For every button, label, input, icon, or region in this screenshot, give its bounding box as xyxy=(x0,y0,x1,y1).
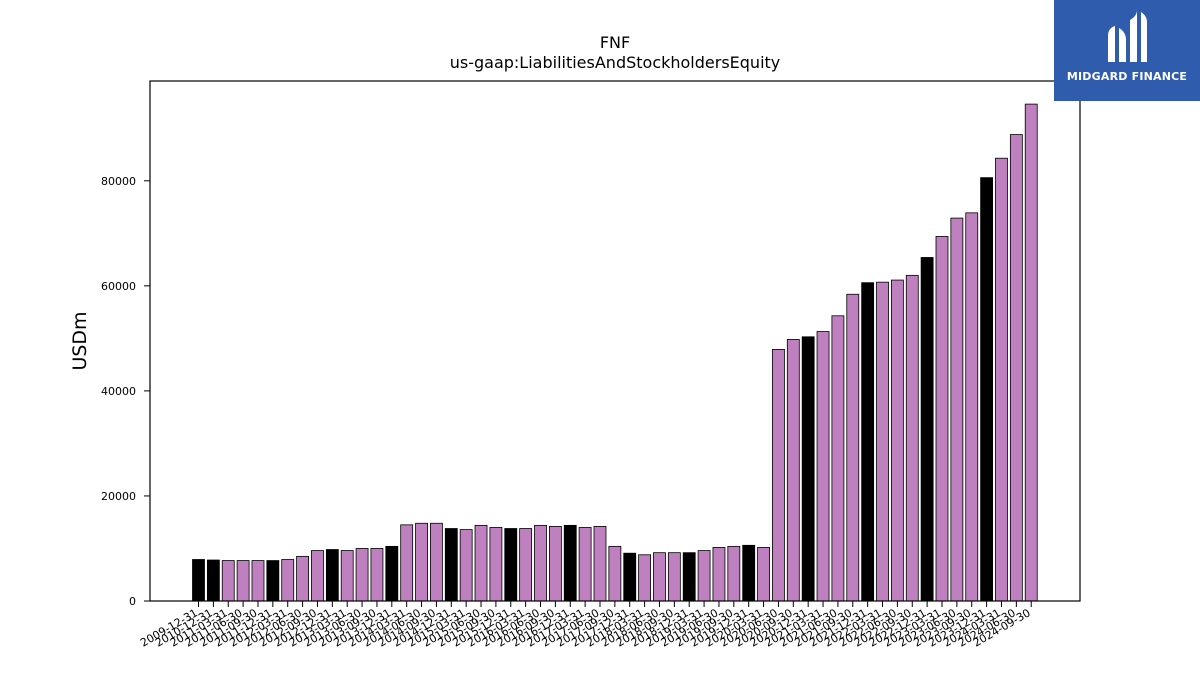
plot-area xyxy=(192,103,1038,602)
bar-2015-06-30 xyxy=(474,524,488,602)
bar-2015-12-31 xyxy=(504,528,518,602)
bar-2017-09-30 xyxy=(608,545,622,602)
bar-2012-03-31 xyxy=(281,559,295,602)
logo-text: MIDGARD FINANCE xyxy=(1066,70,1188,83)
bar-2024-09-30 xyxy=(1024,103,1038,602)
bar-2018-06-30 xyxy=(653,552,666,602)
bar-2021-12-31 xyxy=(861,282,875,602)
bar-2014-06-30 xyxy=(415,522,428,602)
bar-2020-09-30 xyxy=(786,339,800,602)
bar-2023-12-31 xyxy=(980,177,994,602)
bar-2011-03-31 xyxy=(221,560,235,602)
y-tick-label: 40000 xyxy=(101,385,136,398)
bar-2019-12-31 xyxy=(742,544,756,602)
y-tick-label: 60000 xyxy=(101,280,136,293)
bar-2019-06-30 xyxy=(712,547,726,602)
bar-2017-03-31 xyxy=(578,527,592,602)
bar-2024-06-30 xyxy=(1009,134,1023,602)
bar-2021-09-30 xyxy=(846,293,860,602)
y-tick-label: 0 xyxy=(129,595,136,608)
chart-subtitle: us-gaap:LiabilitiesAndStockholdersEquity xyxy=(450,53,781,72)
bar-2021-03-31 xyxy=(816,331,830,602)
bar-2017-06-30 xyxy=(593,526,607,602)
bar-2012-09-30 xyxy=(311,550,324,602)
y-axis-label: USDm xyxy=(69,311,91,370)
bar-2009-12-31 xyxy=(192,559,205,602)
bar-2022-06-30 xyxy=(890,279,904,602)
bar-2011-06-30 xyxy=(236,560,250,602)
bar-2017-12-31 xyxy=(623,552,637,602)
bar-2024-03-31 xyxy=(995,157,1008,602)
bar-2015-09-30 xyxy=(489,527,503,602)
bar-2020-12-31 xyxy=(801,336,815,602)
bar-2018-03-31 xyxy=(638,554,651,602)
bar-2015-03-31 xyxy=(459,529,473,602)
bar-2022-09-30 xyxy=(905,274,919,602)
y-tick-label: 80000 xyxy=(101,175,136,188)
bar-2020-03-31 xyxy=(757,547,770,602)
bar-2012-12-31 xyxy=(325,549,339,602)
y-tick-label: 20000 xyxy=(101,490,136,503)
bar-2023-06-30 xyxy=(950,217,964,602)
bar-2018-12-31 xyxy=(682,552,696,602)
bar-2013-12-31 xyxy=(385,545,399,602)
bar-2012-06-30 xyxy=(296,555,309,602)
bar-2014-12-31 xyxy=(444,528,458,602)
bar-2022-03-31 xyxy=(876,281,889,602)
bar-2019-09-30 xyxy=(727,545,741,602)
bar-2011-12-31 xyxy=(266,560,280,602)
bar-2013-06-30 xyxy=(355,548,369,602)
bar-2016-12-31 xyxy=(563,524,577,602)
bar-2021-06-30 xyxy=(831,315,845,602)
bar-2023-09-30 xyxy=(965,212,979,602)
bar-2014-03-31 xyxy=(400,524,414,602)
bar-2011-09-30 xyxy=(251,560,265,602)
bar-2016-03-31 xyxy=(519,528,533,602)
bar-2022-12-31 xyxy=(920,257,934,602)
bar-2020-06-30 xyxy=(772,348,785,602)
bar-2013-03-31 xyxy=(340,550,354,602)
bar-2014-09-30 xyxy=(430,522,443,602)
bar-2010-12-31 xyxy=(206,559,220,602)
bar-2016-09-30 xyxy=(548,526,562,602)
brand-logo: MIDGARD FINANCE xyxy=(1054,0,1200,101)
bar-2016-06-30 xyxy=(534,524,547,602)
logo-mark-icon xyxy=(1108,10,1147,62)
bar-2018-09-30 xyxy=(667,552,681,602)
bar-2023-03-31 xyxy=(935,236,949,602)
chart-title: FNF xyxy=(600,33,630,52)
bar-2013-09-30 xyxy=(370,548,384,602)
bar-2019-03-31 xyxy=(697,550,711,602)
